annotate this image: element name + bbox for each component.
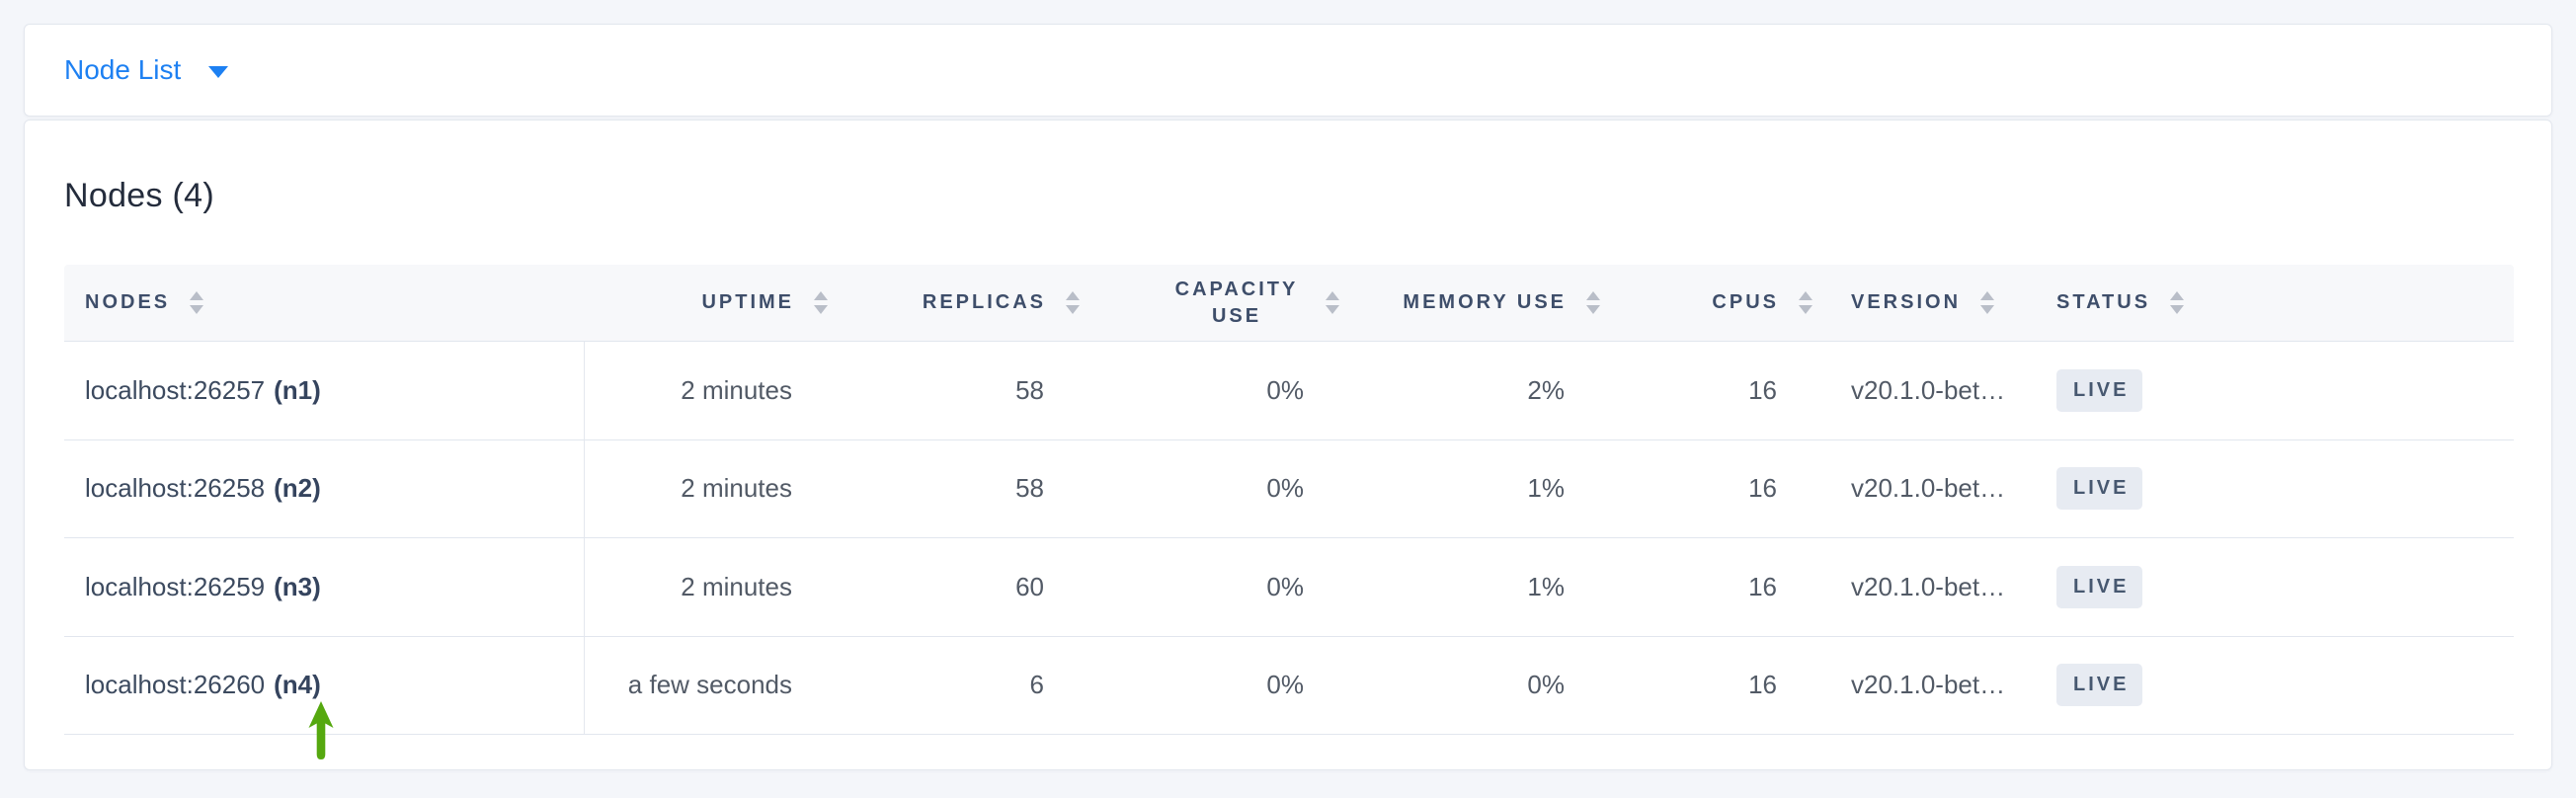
table-row[interactable]: localhost:26257 (n1) 2 minutes 58 0% 2% 16 v20.… — [64, 342, 2514, 440]
cell-capacity-use: 0% — [1266, 670, 1304, 700]
table-row[interactable]: localhost:26258 (n2) 2 minutes 58 0% 1% 16 v20.… — [64, 439, 2514, 538]
column-label: MEMORY USE — [1403, 291, 1567, 313]
cell-nodes: localhost:26260 (n4) — [64, 636, 585, 734]
column-header-replicas[interactable]: REPLICAS — [834, 291, 1086, 314]
node-id: (n3) — [274, 571, 321, 601]
cell-version: v20.1.0-bet… — [1851, 670, 2006, 700]
cell-uptime: 2 minutes — [681, 473, 792, 504]
column-header-nodes[interactable]: NODES — [64, 291, 585, 314]
table-row[interactable]: localhost:26260 (n4) a few seconds 6 0% 0% 16 v… — [64, 636, 2514, 735]
cell-uptime: a few seconds — [627, 670, 792, 700]
cell-cpus: 16 — [1748, 473, 1777, 504]
status-badge: LIVE — [2056, 467, 2143, 511]
nodes-card: Nodes (4) NODES UPTIME REPLICAS CAPACITY US… — [24, 120, 2552, 770]
cell-cpus: 16 — [1748, 374, 1777, 405]
column-label: CPUS — [1712, 291, 1779, 313]
cell-memory-use: 1% — [1527, 473, 1565, 504]
sort-carets-icon — [1799, 291, 1812, 314]
cell-version: v20.1.0-bet… — [1851, 374, 2006, 405]
cell-version: v20.1.0-bet… — [1851, 571, 2006, 601]
cell-capacity-use: 0% — [1266, 374, 1304, 405]
status-badge: LIVE — [2056, 664, 2143, 707]
cell-memory-use: 0% — [1527, 670, 1565, 700]
cell-replicas: 58 — [1015, 374, 1044, 405]
column-label: NODES — [85, 291, 171, 313]
sort-carets-icon — [1326, 291, 1339, 314]
cell-capacity-use: 0% — [1266, 571, 1304, 601]
sort-carets-icon — [1066, 291, 1080, 314]
cell-uptime: 2 minutes — [681, 571, 792, 601]
cell-nodes: localhost:26257 (n1) — [64, 342, 585, 439]
node-list-dropdown-label: Node List — [64, 54, 182, 85]
cell-status: LIVE — [2033, 342, 2514, 439]
column-label: UPTIME — [701, 291, 794, 313]
column-label: STATUS — [2056, 291, 2151, 313]
table-row[interactable]: localhost:26259 (n3) 2 minutes 60 0% 1% 16 v20.… — [64, 538, 2514, 637]
table-body: localhost:26257 (n1) 2 minutes 58 0% 2% 16 v20.… — [64, 342, 2514, 735]
column-label: CAPACITY USE — [1174, 278, 1299, 327]
page-title: Nodes (4) — [64, 177, 214, 214]
cell-status: LIVE — [2033, 538, 2514, 636]
cell-cpus: 16 — [1748, 670, 1777, 700]
cell-replicas: 58 — [1015, 473, 1044, 504]
cell-memory-use: 1% — [1527, 571, 1565, 601]
cell-nodes: localhost:26258 (n2) — [64, 439, 585, 537]
column-header-memory-use[interactable]: MEMORY USE — [1345, 291, 1606, 314]
view-selector-bar: Node List — [24, 24, 2552, 117]
sort-carets-icon — [2170, 291, 2185, 314]
sort-carets-icon — [1586, 291, 1600, 314]
sort-carets-icon — [190, 291, 204, 314]
column-header-status[interactable]: STATUS — [2033, 291, 2514, 314]
node-table: NODES UPTIME REPLICAS CAPACITY USE MEMORY US… — [64, 265, 2514, 735]
cell-cpus: 16 — [1748, 571, 1777, 601]
node-id: (n2) — [274, 473, 321, 504]
sort-carets-icon — [1980, 291, 1995, 314]
status-badge: LIVE — [2056, 368, 2143, 412]
cell-replicas: 60 — [1015, 571, 1044, 601]
cell-replicas: 6 — [1029, 670, 1044, 700]
cell-version: v20.1.0-bet… — [1851, 473, 2006, 504]
node-list-dropdown[interactable]: Node List — [64, 54, 229, 86]
column-header-cpus[interactable]: CPUS — [1606, 291, 1818, 314]
node-id: (n4) — [274, 670, 321, 700]
cell-memory-use: 2% — [1527, 374, 1565, 405]
status-badge: LIVE — [2056, 565, 2143, 608]
node-address: localhost:26258 — [85, 473, 266, 504]
column-label: REPLICAS — [922, 291, 1046, 313]
column-header-uptime[interactable]: UPTIME — [585, 291, 834, 314]
column-label: VERSION — [1851, 291, 1962, 313]
cell-status: LIVE — [2033, 637, 2514, 735]
sort-carets-icon — [814, 291, 828, 314]
node-address: localhost:26257 — [85, 374, 266, 405]
caret-down-icon — [208, 65, 229, 78]
node-address: localhost:26260 — [85, 670, 266, 700]
column-header-version[interactable]: VERSION — [1818, 291, 2033, 314]
cell-uptime: 2 minutes — [681, 374, 792, 405]
table-header-row: NODES UPTIME REPLICAS CAPACITY USE MEMORY US… — [64, 265, 2514, 342]
column-header-capacity-use[interactable]: CAPACITY USE — [1086, 277, 1345, 330]
cell-capacity-use: 0% — [1266, 473, 1304, 504]
node-address: localhost:26259 — [85, 571, 266, 601]
cell-status: LIVE — [2033, 440, 2514, 538]
cell-nodes: localhost:26259 (n3) — [64, 538, 585, 636]
node-id: (n1) — [274, 374, 321, 405]
